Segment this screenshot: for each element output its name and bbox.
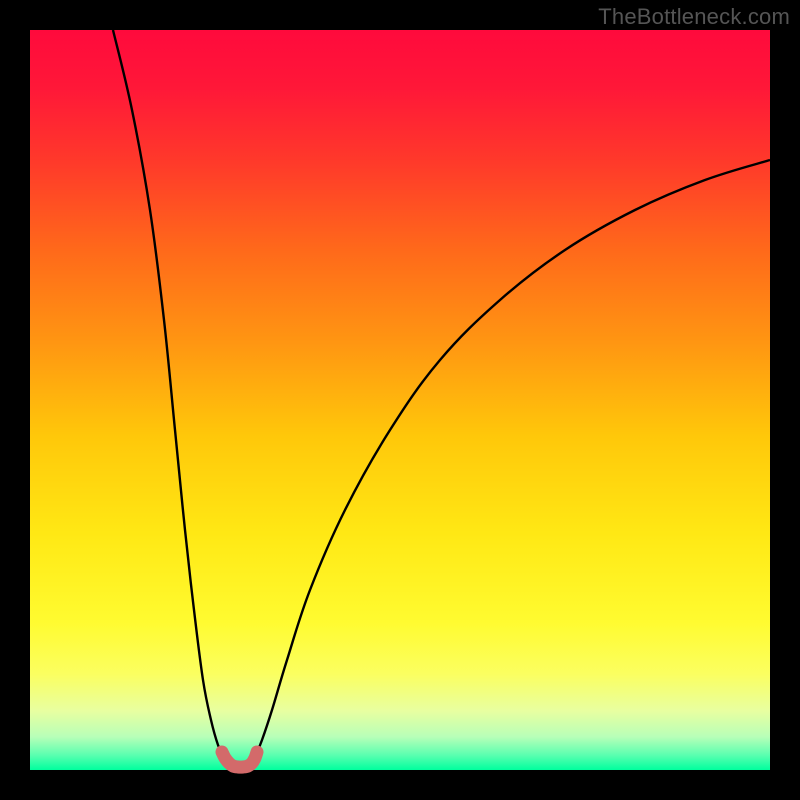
chart-svg — [0, 0, 800, 800]
plot-background — [30, 30, 770, 770]
watermark-text: TheBottleneck.com — [598, 4, 790, 30]
bottleneck-chart: TheBottleneck.com — [0, 0, 800, 800]
